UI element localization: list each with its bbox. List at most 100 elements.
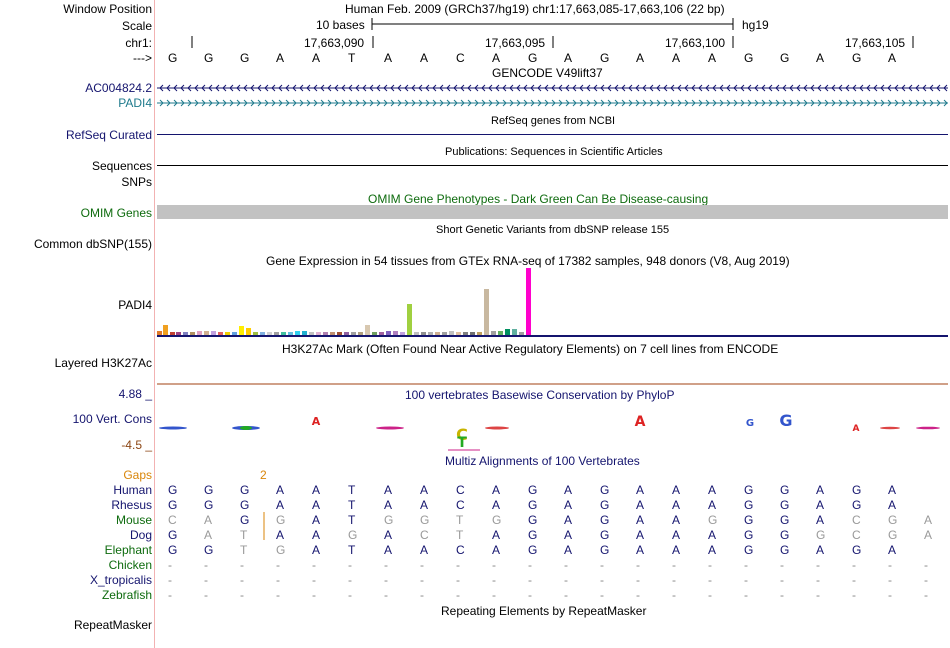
species-label-elephant[interactable]: Elephant: [104, 543, 152, 557]
gtex-tissue-bar[interactable]: [288, 332, 293, 335]
gtex-tissue-bar[interactable]: [491, 331, 496, 335]
gtex-tissue-bar[interactable]: [246, 328, 251, 335]
gtex-tissue-bar[interactable]: [407, 304, 412, 335]
gaps-label[interactable]: Gaps: [123, 468, 152, 482]
cons-track-title[interactable]: 100 vertebrates Basewise Conservation by…: [405, 388, 675, 402]
refseq-label[interactable]: RefSeq Curated: [65, 128, 152, 142]
omim-label[interactable]: OMIM Genes: [80, 206, 152, 220]
rmsk-track-title[interactable]: Repeating Elements by RepeatMasker: [441, 604, 647, 618]
alignment-base: T: [240, 543, 248, 557]
pubs-track-title[interactable]: Publications: Sequences in Scientific Ar…: [445, 146, 663, 158]
gtex-tissue-bar[interactable]: [372, 332, 377, 335]
gtex-tissue-bar[interactable]: [470, 332, 475, 335]
species-label-dog[interactable]: Dog: [129, 528, 152, 542]
sequence-base: A: [564, 51, 573, 65]
gtex-tissue-bar[interactable]: [253, 332, 258, 335]
omim-gene-bar[interactable]: [157, 205, 948, 219]
gtex-tissue-bar[interactable]: [351, 332, 356, 335]
gtex-gene-label[interactable]: PADI4: [118, 298, 152, 312]
h3k27ac-track-title[interactable]: H3K27Ac Mark (Often Found Near Active Re…: [282, 342, 779, 356]
gtex-tissue-bar[interactable]: [477, 332, 482, 335]
gtex-tissue-bar[interactable]: [393, 331, 398, 335]
gtex-tissue-bar[interactable]: [526, 268, 531, 335]
gtex-tissue-bar[interactable]: [400, 332, 405, 335]
alignment-base: G: [780, 483, 790, 497]
alignment-base: G: [744, 498, 754, 512]
species-label-x_tropicalis[interactable]: X_tropicalis: [89, 573, 152, 587]
gtex-tissue-bar[interactable]: [337, 332, 342, 335]
alignment-base: -: [600, 573, 604, 587]
alignment-base: G: [384, 513, 394, 527]
gtex-tissue-bar[interactable]: [456, 332, 461, 335]
refseq-gene-line[interactable]: [157, 134, 948, 135]
gtex-tissue-bar[interactable]: [498, 331, 503, 335]
species-label-rhesus[interactable]: Rhesus: [111, 498, 152, 512]
alignment-base: -: [816, 558, 820, 572]
gtex-tissue-bar[interactable]: [260, 332, 265, 335]
alignment-base: G: [348, 528, 358, 542]
gtex-tissue-bar[interactable]: [484, 289, 489, 335]
gtex-tissue-bar[interactable]: [302, 331, 307, 335]
species-label-zebrafish[interactable]: Zebrafish: [101, 588, 152, 602]
gtex-tissue-bar[interactable]: [414, 332, 419, 335]
gtex-tissue-bar[interactable]: [365, 325, 370, 335]
gtex-tissue-bar[interactable]: [218, 332, 223, 335]
species-label-mouse[interactable]: Mouse: [115, 513, 152, 527]
gtex-tissue-bar[interactable]: [358, 332, 363, 335]
pubs-label[interactable]: Sequences: [91, 159, 152, 173]
rmsk-label[interactable]: RepeatMasker: [73, 618, 152, 632]
gtex-tissue-bar[interactable]: [281, 332, 286, 335]
gtex-tissue-bar[interactable]: [232, 332, 237, 335]
alignment-base: G: [168, 543, 178, 557]
gtex-tissue-bar[interactable]: [309, 332, 314, 335]
omim-track-title[interactable]: OMIM Gene Phenotypes - Dark Green Can Be…: [368, 192, 709, 206]
cons-label[interactable]: 100 Vert. Cons: [72, 412, 152, 426]
gtex-tissue-bar[interactable]: [225, 332, 230, 335]
assembly-position-title[interactable]: Human Feb. 2009 (GRCh37/hg19) chr1:17,66…: [345, 2, 725, 16]
gtex-tissue-bar[interactable]: [330, 332, 335, 335]
gtex-tissue-bar[interactable]: [197, 331, 202, 335]
gtex-tissue-bar[interactable]: [170, 332, 175, 335]
refseq-track-title[interactable]: RefSeq genes from NCBI: [491, 115, 616, 127]
svg-text:G: G: [779, 411, 792, 430]
gtex-tissue-bar[interactable]: [386, 331, 391, 335]
species-label-human[interactable]: Human: [113, 483, 152, 497]
dbsnp-track-title[interactable]: Short Genetic Variants from dbSNP releas…: [436, 224, 670, 236]
gtex-tissue-bar[interactable]: [295, 331, 300, 335]
gtex-tissue-bar[interactable]: [344, 332, 349, 335]
gtex-tissue-bar[interactable]: [157, 331, 162, 335]
gtex-tissue-bar[interactable]: [211, 331, 216, 335]
gtex-tissue-bar[interactable]: [267, 332, 272, 335]
pubs-line[interactable]: [157, 165, 948, 166]
gtex-tissue-bar[interactable]: [316, 332, 321, 335]
gtex-tissue-bar[interactable]: [190, 332, 195, 335]
gtex-tissue-bar[interactable]: [183, 332, 188, 335]
gtex-tissue-bar[interactable]: [176, 332, 181, 335]
dbsnp-label[interactable]: Common dbSNP(155): [33, 237, 152, 251]
species-label-chicken[interactable]: Chicken: [108, 558, 152, 572]
snps-label[interactable]: SNPs: [121, 175, 152, 189]
gtex-tissue-bar[interactable]: [274, 332, 279, 335]
sequence-base: G: [744, 51, 754, 65]
gtex-track-title[interactable]: Gene Expression in 54 tissues from GTEx …: [266, 254, 790, 268]
gencode-track-title[interactable]: GENCODE V49lift37: [492, 66, 603, 80]
gtex-tissue-bar[interactable]: [379, 332, 384, 335]
gtex-tissue-bar[interactable]: [428, 332, 433, 335]
h3k27ac-label[interactable]: Layered H3K27Ac: [54, 356, 152, 370]
gtex-tissue-bar[interactable]: [519, 332, 524, 335]
gtex-tissue-bar[interactable]: [323, 332, 328, 335]
gtex-tissue-bar[interactable]: [449, 331, 454, 335]
gene-label-ac004824[interactable]: AC004824.2: [85, 81, 152, 95]
multiz-track-title[interactable]: Multiz Alignments of 100 Vertebrates: [445, 454, 640, 468]
gtex-tissue-bar[interactable]: [442, 332, 447, 335]
gtex-tissue-bar[interactable]: [463, 332, 468, 335]
gtex-tissue-bar[interactable]: [435, 332, 440, 335]
gtex-tissue-bar[interactable]: [421, 332, 426, 335]
gtex-tissue-bar[interactable]: [505, 329, 510, 335]
gtex-tissue-bar[interactable]: [239, 326, 244, 335]
gtex-tissue-bar[interactable]: [204, 331, 209, 335]
gtex-tissue-bar[interactable]: [163, 325, 168, 335]
gtex-tissue-bar[interactable]: [512, 329, 517, 335]
alignment-base: -: [204, 588, 208, 602]
gene-label-padi4[interactable]: PADI4: [118, 96, 152, 110]
